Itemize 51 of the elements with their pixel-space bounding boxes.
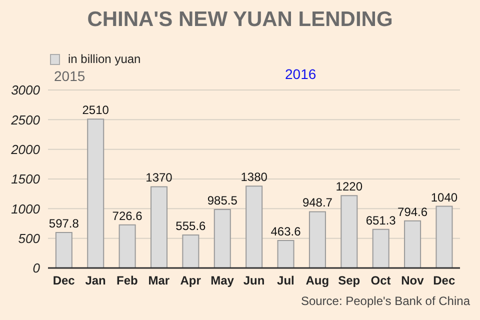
bar	[55, 232, 72, 268]
data-label: 597.8	[48, 216, 80, 231]
data-label: 2510	[82, 103, 110, 118]
bar	[308, 211, 326, 268]
x-tick-label: Apr	[180, 274, 202, 288]
bar	[436, 206, 453, 268]
data-label: 726.6	[112, 208, 143, 223]
data-label: 794.6	[398, 204, 428, 219]
text: 2016	[285, 66, 316, 82]
x-tick-label: Jul	[277, 274, 294, 288]
legend-label: in billion yuan	[67, 52, 141, 66]
data-label: 1040	[430, 190, 458, 204]
data-label: 1370	[146, 170, 173, 185]
y-tick-label: 1500	[11, 172, 41, 187]
y-tick-label: 500	[18, 230, 41, 246]
bar	[372, 228, 390, 268]
x-tick-label: Feb	[116, 274, 138, 288]
x-tick-label: Dec	[433, 274, 456, 288]
bar	[182, 234, 200, 268]
bar	[87, 118, 104, 268]
y-tick-label: 2500	[10, 112, 41, 128]
data-label: 651.3	[366, 213, 396, 228]
chart-title: CHINA'S NEW YUAN LENDING	[86, 8, 394, 32]
bar	[246, 186, 263, 268]
data-label: 948.7	[302, 196, 333, 210]
bar	[118, 224, 136, 268]
source-note: Source: People's Bank of China	[300, 294, 470, 308]
text: 2015	[54, 68, 86, 84]
bar	[340, 195, 358, 268]
data-label: 1220	[336, 180, 363, 194]
data-label: 463.6	[270, 224, 302, 238]
x-tick-label: Nov	[401, 274, 424, 288]
x-tick-label: Jan	[85, 274, 106, 288]
x-tick-label: Oct	[370, 274, 391, 288]
y-tick-label: 0	[32, 260, 41, 276]
y-tick-label: 3000	[11, 82, 41, 98]
y-tick-label: 1000	[11, 201, 41, 216]
data-label: 1380	[240, 170, 268, 184]
y-tick-label: 2000	[10, 142, 41, 157]
x-tick-label: Jun	[243, 274, 265, 288]
bar	[277, 240, 294, 268]
x-tick-label: Dec	[52, 274, 76, 288]
bar	[404, 220, 422, 268]
bar	[150, 186, 168, 268]
data-label: 985.5	[207, 194, 238, 208]
data-label: 555.6	[176, 219, 206, 234]
x-tick-label: May	[210, 274, 234, 288]
x-tick-label: Aug	[306, 274, 330, 288]
x-tick-label: Mar	[148, 274, 170, 288]
x-tick-label: Sep	[338, 274, 360, 288]
bar	[214, 209, 231, 268]
